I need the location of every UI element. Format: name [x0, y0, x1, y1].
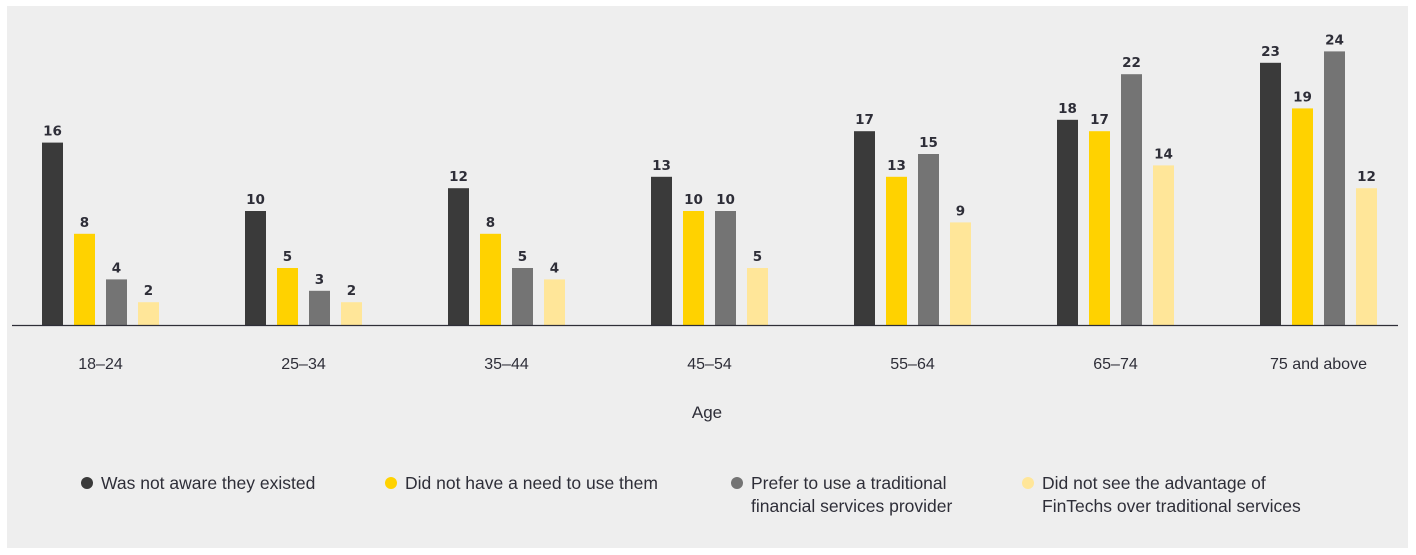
bar-45-54-series-1 [651, 176, 672, 325]
data-label-55-64-series-1: 17 [855, 112, 874, 128]
bar-75-and-above-series-4 [1356, 188, 1377, 325]
data-label-55-64-series-4: 9 [956, 203, 965, 219]
legend-label-line: Was not aware they existed [101, 473, 315, 493]
data-label-75-and-above-series-2: 19 [1293, 89, 1312, 105]
data-label-18-24-series-1: 16 [43, 124, 62, 140]
bar-35-44-series-4 [544, 279, 565, 325]
x-tick-label-55-64: 55–64 [890, 356, 935, 373]
bar-55-64-series-4 [950, 222, 971, 325]
legend-marker-series-4 [1022, 477, 1034, 489]
x-tick-label-75-and-above: 75 and above [1270, 356, 1367, 373]
data-label-75-and-above-series-4: 12 [1357, 169, 1376, 185]
bar-75-and-above-series-1 [1260, 62, 1281, 326]
x-axis-title: Age [692, 403, 722, 422]
bar-65-74-series-3 [1121, 74, 1142, 325]
bar-25-34-series-2 [277, 268, 298, 325]
chart-background [7, 6, 1408, 548]
bar-55-64-series-1 [854, 131, 875, 325]
bar-45-54-series-2 [683, 211, 704, 325]
data-label-25-34-series-4: 2 [347, 283, 356, 299]
bar-25-34-series-4 [341, 302, 362, 325]
x-tick-label-35-44: 35–44 [484, 356, 529, 373]
legend-marker-series-2 [385, 477, 397, 489]
bar-35-44-series-1 [448, 188, 469, 325]
bar-65-74-series-4 [1153, 165, 1174, 325]
legend-label-line: financial services provider [751, 496, 953, 516]
bar-75-and-above-series-3 [1324, 51, 1345, 326]
legend-label-line: Did not see the advantage of [1042, 473, 1266, 493]
x-tick-label-45-54: 45–54 [687, 356, 732, 373]
data-label-18-24-series-3: 4 [112, 260, 121, 276]
data-label-45-54-series-3: 10 [716, 192, 735, 208]
x-tick-label-18-24: 18–24 [78, 356, 123, 373]
bar-35-44-series-3 [512, 268, 533, 325]
data-label-65-74-series-3: 22 [1122, 55, 1141, 71]
data-label-25-34-series-3: 3 [315, 272, 324, 288]
data-label-65-74-series-4: 14 [1154, 146, 1173, 162]
data-label-18-24-series-4: 2 [144, 283, 153, 299]
bar-18-24-series-3 [106, 279, 127, 325]
legend-label-line: Did not have a need to use them [405, 473, 658, 493]
bar-65-74-series-1 [1057, 119, 1078, 325]
data-label-18-24-series-2: 8 [80, 215, 89, 231]
x-tick-labels: 18–24 25–34 35–44 45–54 55–64 65–74 75 and abo… [78, 356, 1367, 373]
bar-18-24-series-4 [138, 302, 159, 325]
data-label-35-44-series-3: 5 [518, 249, 527, 265]
legend-label-series-2: Did not have a need to use them [405, 473, 658, 493]
bar-55-64-series-2 [886, 176, 907, 325]
data-label-55-64-series-2: 13 [887, 158, 906, 174]
bar-18-24-series-2 [74, 233, 95, 325]
data-label-65-74-series-1: 18 [1058, 101, 1077, 117]
data-label-35-44-series-4: 4 [550, 260, 559, 276]
bar-55-64-series-3 [918, 154, 939, 325]
legend-marker-series-3 [731, 477, 743, 489]
legend-label-series-3: Prefer to use a traditional financial ser… [751, 473, 953, 516]
legend-label-series-4: Did not see the advantage of FinTechs ove… [1042, 473, 1301, 516]
x-tick-label-25-34: 25–34 [281, 356, 326, 373]
legend-label-line: Prefer to use a traditional [751, 473, 947, 493]
data-label-45-54-series-4: 5 [753, 249, 762, 265]
legend-marker-series-1 [81, 477, 93, 489]
data-label-35-44-series-1: 12 [449, 169, 468, 185]
legend-label-series-1: Was not aware they existed [101, 473, 315, 493]
bars-group: 16 8 4 2 10 5 3 2 12 8 5 4 13 10 10 5 17 13 15 9 18 17 22 14 23 1… [42, 32, 1377, 326]
legend: Was not aware they existed Did not have a… [81, 473, 1301, 516]
bar-45-54-series-4 [747, 268, 768, 325]
bar-65-74-series-2 [1089, 131, 1110, 325]
data-label-45-54-series-1: 13 [652, 158, 671, 174]
bar-35-44-series-2 [480, 233, 501, 325]
bar-75-and-above-series-2 [1292, 108, 1313, 326]
data-label-75-and-above-series-1: 23 [1261, 44, 1280, 60]
bar-18-24-series-1 [42, 142, 63, 325]
data-label-45-54-series-2: 10 [684, 192, 703, 208]
data-label-75-and-above-series-3: 24 [1325, 32, 1344, 48]
data-label-25-34-series-2: 5 [283, 249, 292, 265]
bar-45-54-series-3 [715, 211, 736, 325]
bar-25-34-series-1 [245, 211, 266, 325]
data-label-55-64-series-3: 15 [919, 135, 938, 151]
x-tick-label-65-74: 65–74 [1093, 356, 1138, 373]
data-label-65-74-series-2: 17 [1090, 112, 1109, 128]
bar-25-34-series-3 [309, 290, 330, 325]
data-label-25-34-series-1: 10 [246, 192, 265, 208]
legend-label-line: FinTechs over traditional services [1042, 496, 1301, 516]
data-label-35-44-series-2: 8 [486, 215, 495, 231]
